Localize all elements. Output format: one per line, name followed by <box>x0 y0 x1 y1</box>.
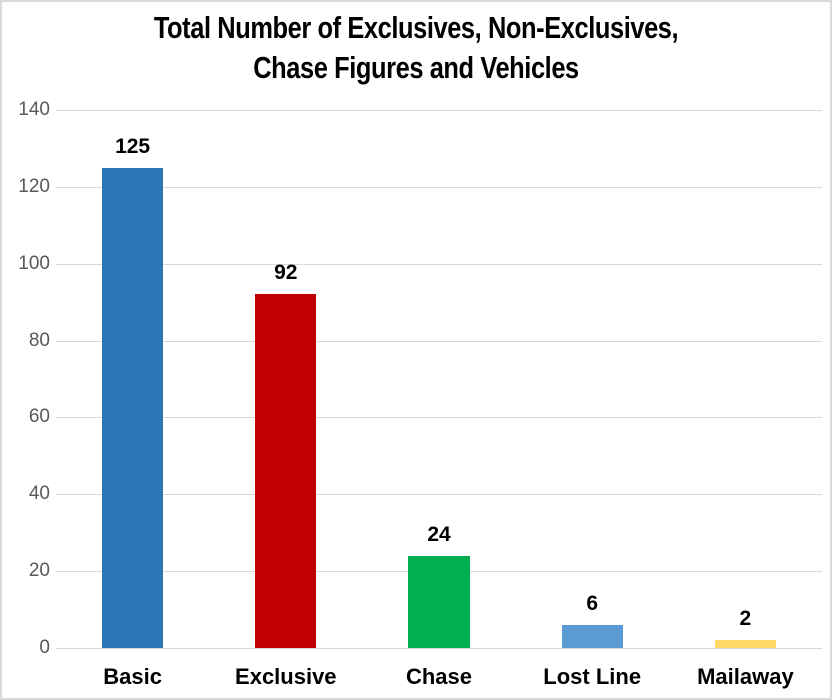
category-label-exclusive: Exclusive <box>235 664 337 689</box>
y-tick-label-20: 20 <box>28 560 50 582</box>
data-label-exclusive: 92 <box>274 261 298 285</box>
chart-title-line-2: Chase Figures and Vehicles <box>253 50 579 85</box>
bar-basic <box>101 167 164 648</box>
gridline-120 <box>56 186 822 188</box>
gridline-0 <box>56 648 822 649</box>
chart-title-line-1: Total Number of Exclusives, Non-Exclusiv… <box>153 10 679 45</box>
y-tick-label-80: 80 <box>28 329 50 351</box>
y-tick-label-40: 40 <box>28 483 50 505</box>
bar-mailaway <box>714 640 777 648</box>
gridline-80 <box>56 340 822 342</box>
bar-lost-line <box>561 624 623 648</box>
gridline-40 <box>56 494 822 496</box>
y-tick-label-60: 60 <box>28 406 50 428</box>
data-label-chase: 24 <box>427 522 451 546</box>
category-label-chase: Chase <box>405 664 473 689</box>
plot-area: 0 20 40 60 80 100 120 140 125 Basic 92 Exclusive 24 C… <box>18 99 822 689</box>
chart-title: Total Number of Exclusives, Non-Exclusiv… <box>2 8 830 88</box>
bar-chase <box>408 555 470 648</box>
y-tick-label-100: 100 <box>18 252 50 274</box>
category-label-lost-line: Lost Line <box>543 664 642 689</box>
data-label-basic: 125 <box>115 134 151 158</box>
gridline-60 <box>56 417 822 419</box>
bar-exclusive <box>255 294 317 648</box>
y-tick-label-140: 140 <box>18 99 50 120</box>
y-tick-label-0: 0 <box>39 637 50 658</box>
data-label-mailaway: 2 <box>739 607 752 631</box>
gridline-140 <box>56 110 822 111</box>
data-label-lost-line: 6 <box>586 591 599 615</box>
gridline-100 <box>56 263 822 265</box>
category-label-mailaway: Mailaway <box>697 664 794 689</box>
y-tick-label-120: 120 <box>18 175 50 197</box>
category-label-basic: Basic <box>103 664 162 689</box>
